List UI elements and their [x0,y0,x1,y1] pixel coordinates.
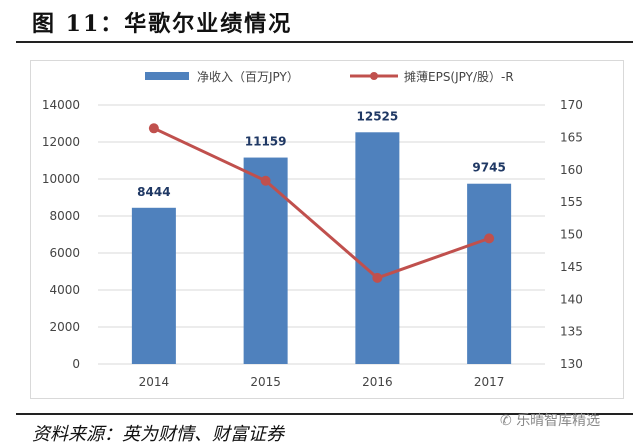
figure-title: 图 11：华歌尔业绩情况 [32,11,293,37]
left-tick-label: 6000 [49,246,80,260]
bar [355,132,400,364]
left-tick-label: 14000 [42,98,80,112]
eps-point [260,175,271,186]
bar-data-label: 11159 [245,135,287,149]
legend-line-marker [370,72,378,80]
bar-data-label: 8444 [137,185,170,199]
eps-line [153,126,490,280]
eps-point [148,123,159,134]
wechat-icon: ✆ [500,413,517,429]
x-tick-label: 2016 [362,375,393,389]
chart-frame [30,60,624,399]
right-tick-label: 145 [560,260,583,274]
watermark: ✆ 乐晴智库精选 [500,410,600,430]
left-tick-label: 2000 [49,320,80,334]
bar [467,183,512,364]
right-tick-label: 150 [560,228,583,242]
legend-line-label: 摊薄EPS(JPY/股）-R [404,69,514,84]
right-tick-label: 135 [560,325,583,339]
right-tick-label: 160 [560,163,583,177]
source-note: 资料来源：英为财情、财富证券 [32,424,284,445]
right-tick-label: 165 [560,130,583,144]
x-tick-label: 2015 [250,375,281,389]
bar [243,157,288,364]
top-rule [16,41,633,43]
right-tick-label: 155 [560,195,583,209]
watermark-text: 乐晴智库精选 [516,413,601,429]
eps-point [484,233,495,244]
right-tick-label: 130 [560,357,583,371]
left-tick-label: 12000 [42,135,80,149]
legend-bar-swatch [145,72,189,80]
right-tick-label: 140 [560,292,583,306]
left-tick-label: 4000 [49,283,80,297]
legend-bar-label: 净收入（百万JPY） [197,70,299,84]
x-tick-label: 2014 [139,375,170,389]
left-tick-label: 0 [72,357,80,371]
left-tick-label: 8000 [49,209,80,223]
left-tick-label: 10000 [42,172,80,186]
bar [131,207,176,364]
bottom-rule [16,413,633,415]
bar-data-label: 9745 [472,161,505,175]
eps-point [372,272,383,283]
bar-data-label: 12525 [357,109,399,123]
x-tick-label: 2017 [474,375,505,389]
right-tick-label: 170 [560,98,583,112]
